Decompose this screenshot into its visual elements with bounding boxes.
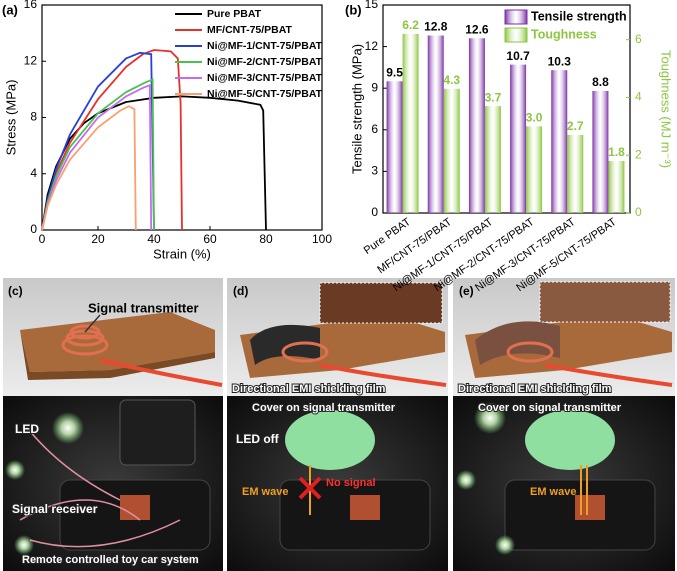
value-label: 3.0	[526, 111, 543, 125]
y-tick-label: 15	[365, 0, 379, 11]
legend-label: Ni@MF-3/CNT-75/PBAT	[207, 72, 323, 84]
line-series	[41, 105, 137, 231]
legend-label: Ni@MF-5/CNT-75/PBAT	[207, 88, 323, 100]
value-label: 10.3	[548, 54, 572, 68]
x-tick-label: 60	[203, 232, 217, 246]
bar	[551, 70, 568, 213]
bar	[427, 35, 444, 213]
value-label: 2.7	[567, 119, 584, 133]
value-label: 10.7	[506, 49, 530, 63]
annotation: EM wave	[530, 486, 576, 498]
value-label: 3.7	[485, 90, 502, 104]
bar	[510, 64, 527, 213]
photo-c	[3, 278, 223, 571]
line-series	[41, 49, 183, 231]
annotation: Cover on signal transmitter	[252, 402, 396, 414]
y-axis-label: Stress (MPa)	[3, 80, 18, 156]
annotation: Cover on signal transmitter	[478, 402, 622, 414]
y-tick-label: 4	[30, 166, 37, 180]
y-tick-label: 0	[371, 205, 378, 219]
panel-label: (c)	[8, 284, 23, 298]
x-tick-label: 40	[147, 232, 161, 246]
x-tick-label: 20	[91, 232, 105, 246]
value-label: 12.6	[465, 22, 489, 36]
bar	[567, 135, 584, 213]
y-axis-label: Tensile strength (MPa)	[349, 44, 364, 174]
photo-d	[227, 278, 448, 571]
y-tick-label: 8	[30, 110, 37, 124]
plot-frame	[382, 4, 631, 214]
bar	[443, 88, 460, 213]
bar	[386, 81, 403, 214]
y-tick-label: 16	[24, 0, 38, 11]
line-series	[41, 78, 155, 231]
annotation: Directional EMI shielding film	[458, 383, 612, 395]
line-series	[41, 51, 155, 231]
y-tick-label: 0	[635, 205, 642, 219]
legend-label: MF/CNT-75/PBAT	[207, 24, 293, 36]
panel-label: (d)	[233, 284, 248, 298]
legend-label: Tensile strength	[531, 9, 627, 23]
annotation: Remote controlled toy car system	[22, 554, 199, 566]
annotation: Signal receiver	[12, 502, 98, 516]
legend-swatch	[504, 27, 528, 43]
y-tick-label: 3	[371, 164, 378, 178]
value-label: 8.8	[592, 75, 609, 89]
y-tick-label: 9	[371, 80, 378, 94]
x-tick-label: 80	[259, 232, 273, 246]
y2-axis-label: Toughness (MJ m⁻³)	[659, 50, 674, 168]
y-tick-label: 0	[30, 222, 37, 236]
panel-label: (a)	[2, 2, 18, 17]
bar	[608, 161, 625, 213]
y-tick-label: 2	[635, 147, 642, 161]
legend-swatch	[504, 9, 528, 25]
annotation: No signal	[326, 477, 376, 489]
x-axis-label: Strain (%)	[153, 246, 211, 261]
bar	[592, 90, 609, 213]
legend-label: Toughness	[531, 27, 597, 41]
value-label: 4.3	[443, 73, 460, 87]
value-label: 1.8	[608, 145, 625, 159]
y-tick-label: 6	[371, 122, 378, 136]
legend-label: Pure PBAT	[207, 8, 262, 20]
value-label: 9.5	[386, 65, 403, 79]
photo-e	[453, 278, 675, 571]
y-tick-label: 12	[24, 53, 38, 67]
panel-label: (e)	[459, 284, 474, 298]
x-tick-label: 0	[39, 232, 46, 246]
y-tick-label: 12	[365, 39, 379, 53]
bar	[526, 126, 543, 213]
annotation: Signal transmitter	[88, 300, 199, 315]
y-tick-label: 6	[635, 32, 642, 46]
annotation: LED off	[236, 432, 280, 446]
value-label: 12.8	[424, 20, 448, 34]
bar	[484, 106, 501, 213]
bar	[402, 33, 419, 214]
annotation: Directional EMI shielding film	[232, 383, 386, 395]
legend-label: Ni@MF-1/CNT-75/PBAT	[207, 40, 323, 52]
annotation: LED	[15, 422, 39, 436]
value-label: 6.2	[402, 18, 419, 32]
panel-label: (b)	[345, 2, 362, 17]
bar	[468, 38, 485, 213]
y-tick-label: 4	[635, 90, 642, 104]
annotation: EM wave	[242, 486, 288, 498]
legend-label: Ni@MF-2/CNT-75/PBAT	[207, 56, 323, 68]
x-tick-label: 100	[312, 232, 332, 246]
